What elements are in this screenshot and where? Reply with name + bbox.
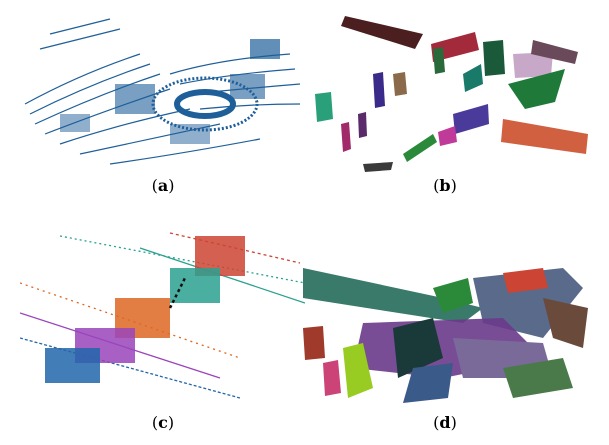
panel-d-image [303, 268, 588, 403]
panel-c-image [20, 232, 305, 399]
panel-d-mesh [303, 228, 588, 408]
panel-b-planes [303, 14, 588, 172]
panel-c-caption: (c) [151, 413, 175, 432]
panel-a-image [24, 18, 301, 165]
panel-b-image [315, 16, 588, 172]
panel-c-multi-cloud [20, 228, 305, 408]
panel-a-point-cloud [20, 14, 305, 172]
panel-d-caption: (d) [433, 413, 457, 432]
panel-a-caption: (a) [151, 176, 175, 195]
panel-b-caption: (b) [433, 176, 457, 195]
